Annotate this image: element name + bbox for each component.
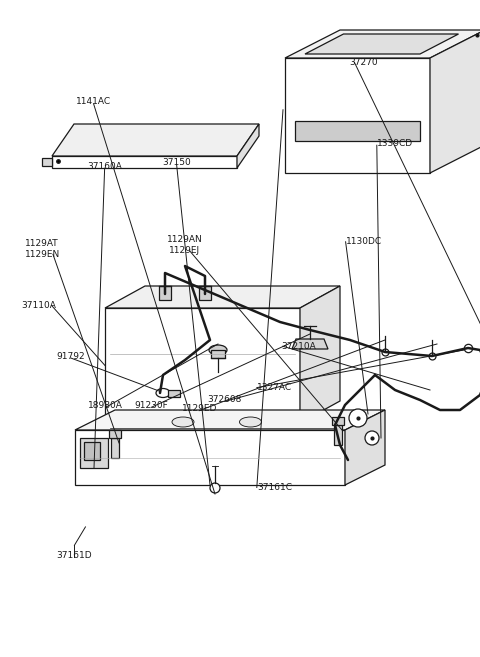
Text: 1339CD: 1339CD xyxy=(377,139,413,148)
Bar xyxy=(84,442,100,460)
Text: 372608: 372608 xyxy=(207,395,242,404)
Text: 37161D: 37161D xyxy=(57,551,92,560)
Ellipse shape xyxy=(172,417,194,427)
Polygon shape xyxy=(237,124,259,168)
Text: 37150: 37150 xyxy=(162,158,191,168)
Text: 1129AN: 1129AN xyxy=(167,235,203,244)
Bar xyxy=(199,286,211,300)
Polygon shape xyxy=(52,124,259,156)
Text: 37160A: 37160A xyxy=(87,162,122,171)
Polygon shape xyxy=(105,286,340,308)
Text: 1129AT: 1129AT xyxy=(25,238,59,248)
Ellipse shape xyxy=(156,388,170,397)
Text: 1129ED: 1129ED xyxy=(181,404,217,413)
Bar xyxy=(334,425,342,445)
Polygon shape xyxy=(75,430,345,485)
Polygon shape xyxy=(300,286,340,423)
Text: 1130DC: 1130DC xyxy=(346,237,382,246)
Ellipse shape xyxy=(209,345,227,355)
Polygon shape xyxy=(305,34,458,54)
Polygon shape xyxy=(285,30,480,58)
Bar xyxy=(111,438,119,458)
Bar xyxy=(332,417,344,425)
Text: 1129EN: 1129EN xyxy=(25,250,60,259)
Bar xyxy=(295,122,420,141)
Polygon shape xyxy=(292,339,328,349)
Polygon shape xyxy=(430,30,480,173)
Bar xyxy=(211,350,225,358)
Polygon shape xyxy=(285,58,430,173)
Bar xyxy=(159,286,171,300)
Text: 1141AC: 1141AC xyxy=(76,97,111,106)
Bar xyxy=(168,390,180,397)
Polygon shape xyxy=(345,410,385,485)
Text: 37270: 37270 xyxy=(349,58,378,67)
Bar xyxy=(109,430,121,438)
Polygon shape xyxy=(105,308,300,423)
Circle shape xyxy=(349,409,367,427)
Text: 1327AC: 1327AC xyxy=(257,383,292,392)
Polygon shape xyxy=(42,158,52,166)
Text: 37110A: 37110A xyxy=(22,301,57,310)
Text: 18980A: 18980A xyxy=(88,401,123,410)
Polygon shape xyxy=(52,156,237,168)
Text: 37161C: 37161C xyxy=(257,483,292,492)
Circle shape xyxy=(365,431,379,445)
Text: 37210A: 37210A xyxy=(281,342,315,351)
Circle shape xyxy=(210,483,220,493)
Text: 1129EJ: 1129EJ xyxy=(169,246,200,256)
Polygon shape xyxy=(75,410,385,430)
Text: 91792: 91792 xyxy=(57,351,85,361)
Text: 91230F: 91230F xyxy=(134,401,168,410)
Ellipse shape xyxy=(240,417,262,427)
Bar xyxy=(80,438,108,468)
